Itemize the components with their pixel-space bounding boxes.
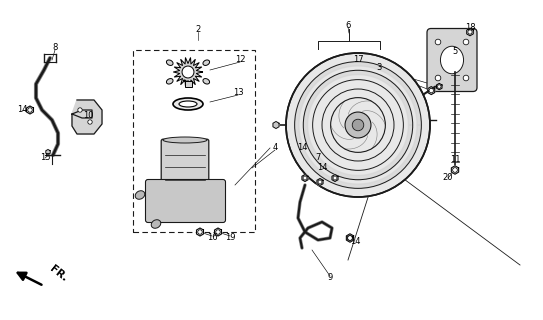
Polygon shape	[437, 84, 442, 90]
Ellipse shape	[135, 191, 145, 199]
Text: 19: 19	[225, 234, 235, 243]
Polygon shape	[346, 234, 353, 242]
Polygon shape	[214, 228, 222, 236]
Circle shape	[303, 176, 307, 180]
Circle shape	[429, 88, 433, 93]
Polygon shape	[197, 228, 204, 236]
Text: 7: 7	[315, 154, 321, 163]
Text: 10: 10	[83, 110, 93, 119]
Polygon shape	[451, 166, 459, 174]
Text: 13: 13	[233, 87, 243, 97]
Polygon shape	[46, 149, 50, 155]
Circle shape	[435, 75, 441, 81]
Ellipse shape	[166, 79, 173, 84]
Circle shape	[28, 108, 32, 112]
Circle shape	[348, 236, 352, 240]
Circle shape	[216, 230, 220, 234]
Text: 18: 18	[465, 23, 475, 33]
Polygon shape	[428, 87, 435, 95]
Text: 4: 4	[273, 143, 277, 153]
Text: 6: 6	[345, 20, 351, 29]
Text: 12: 12	[235, 55, 245, 65]
Circle shape	[453, 168, 457, 172]
Circle shape	[352, 119, 364, 131]
Circle shape	[463, 75, 469, 81]
Ellipse shape	[440, 46, 464, 74]
FancyBboxPatch shape	[161, 139, 209, 195]
Text: 15: 15	[40, 154, 50, 163]
Ellipse shape	[151, 220, 161, 228]
Polygon shape	[304, 70, 413, 180]
Circle shape	[182, 66, 194, 78]
Polygon shape	[273, 122, 279, 129]
Ellipse shape	[173, 98, 203, 110]
Polygon shape	[72, 100, 102, 134]
Text: 5: 5	[452, 47, 458, 57]
Text: 11: 11	[450, 156, 460, 164]
Circle shape	[468, 30, 472, 34]
Bar	[185, 81, 192, 86]
Bar	[133, 50, 255, 232]
Text: 2: 2	[195, 26, 200, 35]
Ellipse shape	[203, 79, 210, 84]
Polygon shape	[317, 179, 323, 186]
Circle shape	[345, 112, 371, 138]
Circle shape	[286, 53, 430, 197]
FancyBboxPatch shape	[146, 180, 225, 222]
FancyBboxPatch shape	[427, 28, 477, 92]
Circle shape	[88, 120, 92, 124]
Circle shape	[333, 176, 337, 180]
Polygon shape	[467, 28, 473, 36]
Text: 14: 14	[317, 164, 327, 172]
Text: 9: 9	[327, 274, 333, 283]
Polygon shape	[332, 174, 338, 181]
Polygon shape	[295, 62, 421, 188]
Text: 14: 14	[17, 106, 27, 115]
Ellipse shape	[203, 60, 210, 65]
Circle shape	[438, 85, 441, 88]
Text: 3: 3	[376, 62, 382, 71]
Text: 20: 20	[443, 173, 453, 182]
Circle shape	[318, 180, 322, 184]
Text: 17: 17	[353, 55, 363, 65]
Circle shape	[198, 230, 202, 234]
Ellipse shape	[166, 60, 173, 65]
Polygon shape	[348, 235, 352, 241]
Polygon shape	[302, 174, 308, 181]
Text: FR.: FR.	[48, 264, 70, 284]
Polygon shape	[27, 106, 34, 114]
Circle shape	[463, 39, 469, 45]
Polygon shape	[174, 58, 203, 86]
Text: 14: 14	[297, 143, 307, 153]
Text: 14: 14	[350, 237, 360, 246]
Circle shape	[435, 39, 441, 45]
Ellipse shape	[163, 137, 207, 143]
Ellipse shape	[179, 101, 197, 107]
Text: 8: 8	[52, 44, 58, 52]
Text: 16: 16	[207, 234, 217, 243]
Circle shape	[78, 108, 82, 112]
